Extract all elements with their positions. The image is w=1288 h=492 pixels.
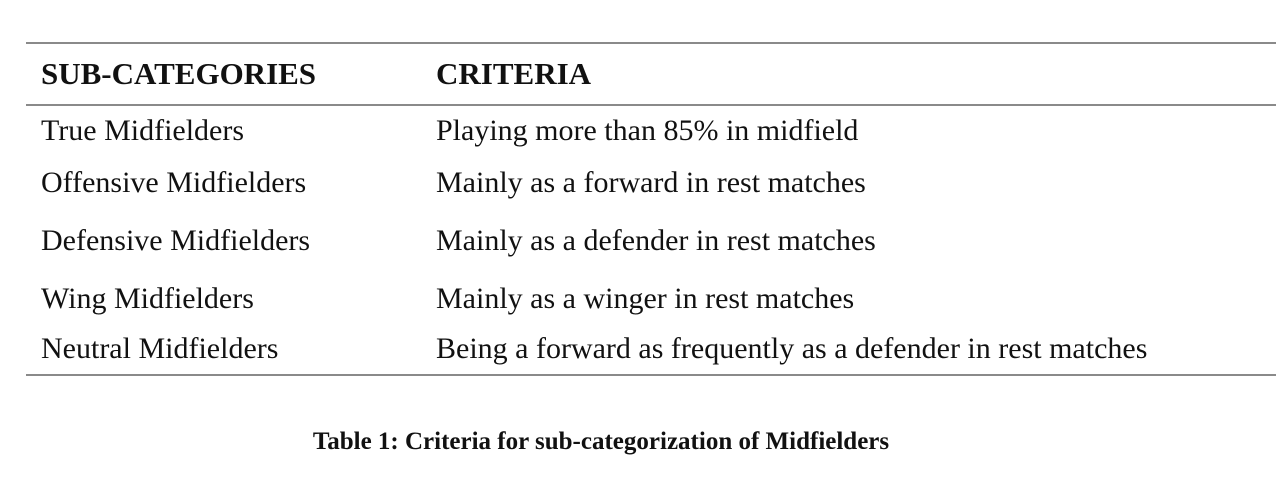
criteria-cell: Being a forward as frequently as a defen… [436,332,1148,365]
criteria-cell: Mainly as a defender in rest matches [436,224,876,257]
criteria-table: SUB-CATEGORIES CRITERIA True Midfielders… [26,42,1276,376]
table-row: True Midfielders Playing more than 85% i… [26,105,1276,154]
criteria-table-container: SUB-CATEGORIES CRITERIA True Midfielders… [26,42,1276,376]
table-row: Wing Midfielders Mainly as a winger in r… [26,270,1276,328]
criteria-cell: Mainly as a forward in rest matches [436,166,866,199]
table-caption: Table 1: Criteria for sub-categorization… [312,428,890,455]
subcategory-cell: Wing Midfielders [41,282,254,315]
table-row: Neutral Midfielders Being a forward as f… [26,328,1276,375]
criteria-cell: Playing more than 85% in midfield [436,114,859,147]
subcategory-cell: Offensive Midfielders [41,166,307,199]
table-row: Defensive Midfielders Mainly as a defend… [26,212,1276,270]
header-subcategories: SUB-CATEGORIES [41,56,317,91]
header-row: SUB-CATEGORIES CRITERIA [26,43,1276,105]
table-header: SUB-CATEGORIES CRITERIA [26,43,1276,105]
subcategory-cell: Defensive Midfielders [41,224,311,257]
table-row: Offensive Midfielders Mainly as a forwar… [26,154,1276,212]
subcategory-cell: Neutral Midfielders [41,332,279,365]
criteria-cell: Mainly as a winger in rest matches [436,282,855,315]
subcategory-cell: True Midfielders [41,114,245,147]
header-criteria: CRITERIA [436,56,592,91]
table-body: True Midfielders Playing more than 85% i… [26,105,1276,375]
